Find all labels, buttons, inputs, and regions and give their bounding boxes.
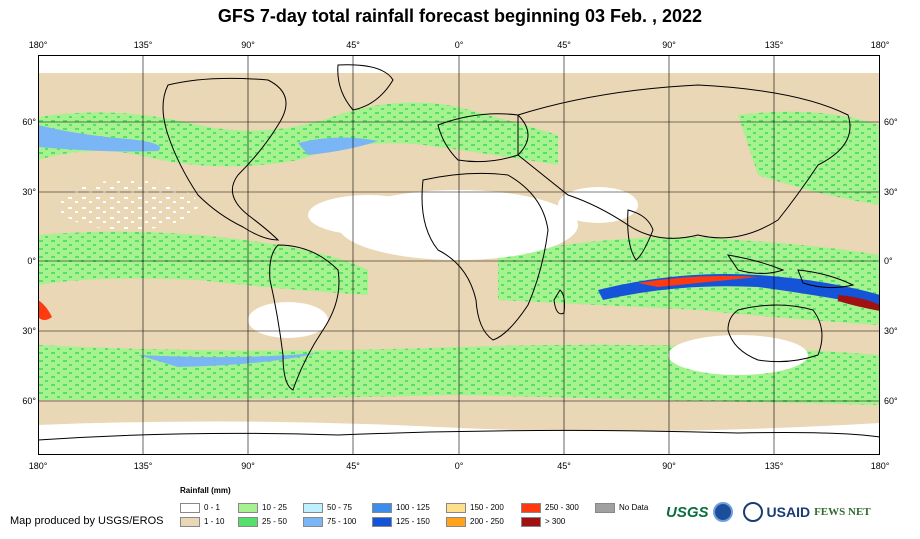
dry-patch-pacific [58, 180, 198, 230]
lat-label-left-30n: 30° [22, 187, 36, 197]
lon-label-bottom-5: 45° [557, 461, 571, 471]
rainfall-map[interactable] [38, 55, 880, 455]
tropical-east-pacific [38, 231, 368, 295]
legend-title: Rainfall (mm) [180, 486, 231, 495]
lat-label-right-60s: 60° [884, 396, 898, 406]
dry-atlantic [308, 195, 428, 235]
legend-swatch [303, 516, 323, 527]
legend-label: 125 - 150 [396, 517, 430, 526]
usaid-seal-icon [742, 502, 763, 522]
legend-label: 75 - 100 [327, 517, 357, 526]
lon-label-top-4: 0° [454, 40, 464, 50]
legend-item-50-75: 50 - 75 [303, 502, 352, 513]
legend-item-no-data: No Data [595, 502, 648, 513]
legend-item-over-300: > 300 [521, 516, 565, 527]
dry-australia-west [668, 335, 808, 375]
usaid-logo: USAID [766, 504, 811, 520]
legend-label: No Data [619, 503, 649, 512]
map-frame [38, 55, 880, 455]
lon-label-top-8: 180° [870, 40, 890, 50]
lon-label-top-3: 45° [346, 40, 360, 50]
legend-swatch [303, 502, 323, 513]
legend-label: > 300 [545, 517, 566, 526]
noaa-seal-icon [712, 502, 733, 522]
legend-item-75-100: 75 - 100 [303, 516, 356, 527]
north-atlantic-heavy [298, 137, 378, 155]
lon-label-top-0: 180° [28, 40, 48, 50]
lon-label-bottom-6: 90° [662, 461, 676, 471]
legend-item-100-125: 100 - 125 [372, 502, 430, 513]
legend-swatch [372, 516, 392, 527]
lon-label-top-5: 45° [557, 40, 571, 50]
lon-label-top-6: 90° [662, 40, 676, 50]
lat-label-left-60n: 60° [22, 117, 36, 127]
lat-label-left-30s: 30° [22, 326, 36, 336]
north-west-pacific [738, 111, 880, 205]
dry-south-atlantic [248, 302, 328, 338]
coastlines [38, 64, 880, 441]
lon-label-top-1: 135° [133, 40, 153, 50]
lat-label-right-60n: 60° [884, 117, 898, 127]
legend-label: 50 - 75 [327, 503, 352, 512]
legend-swatch [446, 516, 466, 527]
legend-item-1-10: 1 - 10 [180, 516, 224, 527]
legend-label: 0 - 1 [204, 503, 221, 512]
lon-label-bottom-3: 45° [346, 461, 360, 471]
south-pacific-heavy [138, 353, 318, 367]
legend-label: 250 - 300 [545, 503, 579, 512]
legend-swatch [521, 502, 541, 513]
lon-label-top-2: 90° [241, 40, 255, 50]
lat-label-left-0: 0° [27, 256, 36, 266]
legend-item-10-25: 10 - 25 [238, 502, 287, 513]
legend-item-125-150: 125 - 150 [372, 516, 430, 527]
legend-item-25-50: 25 - 50 [238, 516, 287, 527]
lon-label-bottom-0: 180° [28, 461, 48, 471]
legend-swatch [180, 502, 200, 513]
lon-label-bottom-7: 135° [764, 461, 784, 471]
legend-swatch [521, 516, 541, 527]
legend-swatch [180, 516, 200, 527]
north-pacific-heavy [38, 125, 160, 152]
legend-item-0-1: 0 - 1 [180, 502, 220, 513]
legend-label: 10 - 25 [262, 503, 287, 512]
dry-arabia [558, 187, 638, 223]
north-storm-track [38, 102, 558, 167]
legend-swatch [446, 502, 466, 513]
legend-item-200-250: 200 - 250 [446, 516, 504, 527]
fews-net-logo: FEWS NET [814, 506, 871, 518]
rainfall-map-svg [38, 55, 880, 455]
itcz-extreme-band [638, 275, 758, 287]
legend-label: 25 - 50 [262, 517, 287, 526]
logo-bar: USGS USAID FEWS NET [666, 498, 871, 526]
lon-label-bottom-8: 180° [870, 461, 890, 471]
lon-label-bottom-4: 0° [454, 461, 464, 471]
legend-swatch [238, 516, 258, 527]
legend-label: 100 - 125 [396, 503, 430, 512]
legend-swatch [372, 502, 392, 513]
map-credit: Map produced by USGS/EROS [10, 515, 164, 527]
south-pacific-extreme [38, 300, 52, 320]
lat-label-right-30s: 30° [884, 326, 898, 336]
lat-label-right-0: 0° [884, 256, 893, 266]
usgs-logo: USGS [666, 503, 709, 521]
legend-swatch [595, 502, 615, 513]
legend-swatch [238, 502, 258, 513]
legend-label: 1 - 10 [204, 517, 225, 526]
map-title: GFS 7-day total rainfall forecast beginn… [217, 6, 703, 26]
legend-item-150-200: 150 - 200 [446, 502, 504, 513]
maritime-extreme [838, 295, 880, 311]
graticule [38, 55, 880, 455]
lat-label-left-60s: 60° [22, 396, 36, 406]
lon-label-top-7: 135° [764, 40, 784, 50]
lon-label-bottom-2: 90° [241, 461, 255, 471]
lon-label-bottom-1: 135° [133, 461, 153, 471]
legend-label: 150 - 200 [470, 503, 504, 512]
legend-label: 200 - 250 [470, 517, 504, 526]
lat-label-right-30n: 30° [884, 187, 898, 197]
legend-item-250-300: 250 - 300 [521, 502, 579, 513]
